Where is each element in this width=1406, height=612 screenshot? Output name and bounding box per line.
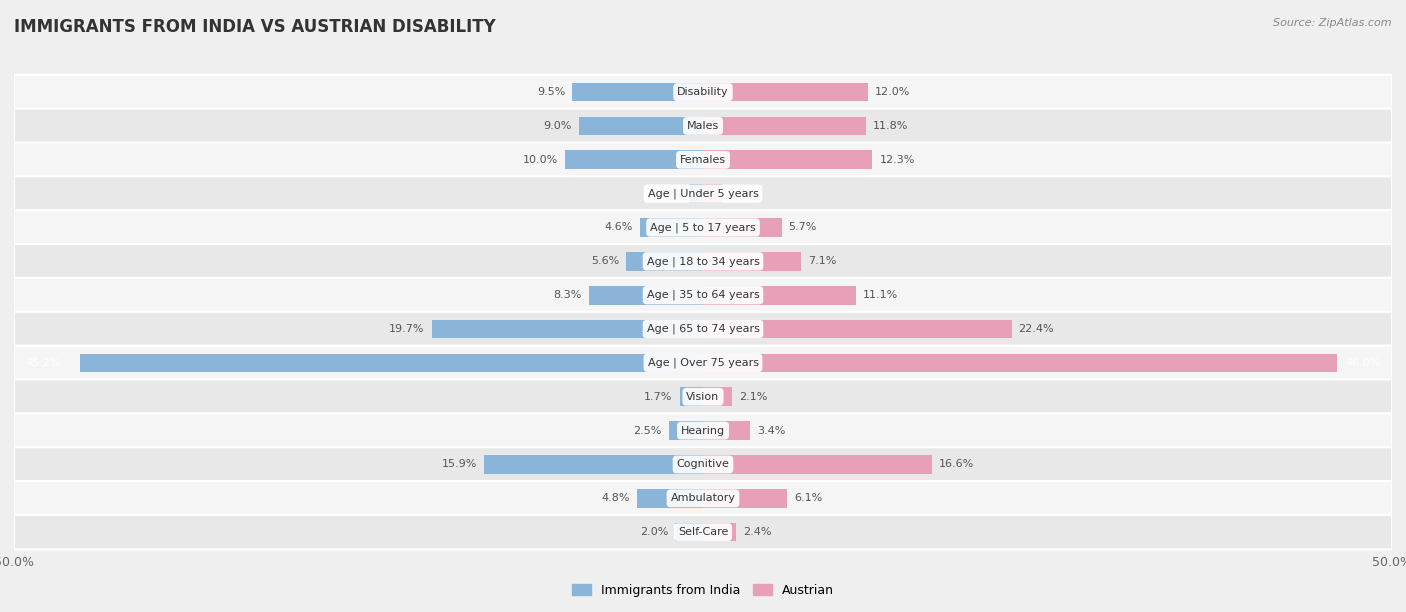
Bar xyxy=(703,489,787,507)
Text: 5.7%: 5.7% xyxy=(789,223,817,233)
Bar xyxy=(703,286,856,305)
Bar xyxy=(80,354,703,372)
Text: 2.0%: 2.0% xyxy=(640,527,669,537)
Text: 7.1%: 7.1% xyxy=(807,256,837,266)
Bar xyxy=(703,151,873,169)
FancyBboxPatch shape xyxy=(14,143,1392,177)
Text: 5.6%: 5.6% xyxy=(591,256,619,266)
Text: 9.0%: 9.0% xyxy=(544,121,572,131)
Text: 10.0%: 10.0% xyxy=(523,155,558,165)
Bar xyxy=(703,319,1012,338)
Text: 12.3%: 12.3% xyxy=(879,155,915,165)
Text: 6.1%: 6.1% xyxy=(794,493,823,503)
Bar xyxy=(484,455,703,474)
Text: 11.8%: 11.8% xyxy=(873,121,908,131)
Text: 16.6%: 16.6% xyxy=(939,460,974,469)
Bar xyxy=(679,387,703,406)
Text: 45.2%: 45.2% xyxy=(25,358,60,368)
FancyBboxPatch shape xyxy=(14,447,1392,482)
Bar xyxy=(589,286,703,305)
Text: 15.9%: 15.9% xyxy=(441,460,477,469)
Bar xyxy=(432,319,703,338)
Text: 1.0%: 1.0% xyxy=(654,188,682,199)
Bar xyxy=(703,218,782,237)
Text: Males: Males xyxy=(688,121,718,131)
FancyBboxPatch shape xyxy=(14,210,1392,245)
Text: Age | 35 to 64 years: Age | 35 to 64 years xyxy=(647,290,759,300)
Text: 3.4%: 3.4% xyxy=(756,425,785,436)
FancyBboxPatch shape xyxy=(14,413,1392,448)
Text: Ambulatory: Ambulatory xyxy=(671,493,735,503)
Bar xyxy=(640,218,703,237)
Text: Age | 65 to 74 years: Age | 65 to 74 years xyxy=(647,324,759,334)
Text: IMMIGRANTS FROM INDIA VS AUSTRIAN DISABILITY: IMMIGRANTS FROM INDIA VS AUSTRIAN DISABI… xyxy=(14,18,496,36)
Text: Age | Over 75 years: Age | Over 75 years xyxy=(648,357,758,368)
Text: 2.1%: 2.1% xyxy=(738,392,768,401)
Text: Age | 18 to 34 years: Age | 18 to 34 years xyxy=(647,256,759,267)
Text: 2.4%: 2.4% xyxy=(742,527,772,537)
Bar xyxy=(703,83,869,102)
Bar xyxy=(579,117,703,135)
Text: 8.3%: 8.3% xyxy=(554,290,582,300)
Bar xyxy=(703,354,1337,372)
Text: 1.7%: 1.7% xyxy=(644,392,672,401)
Text: 2.5%: 2.5% xyxy=(633,425,662,436)
Text: Disability: Disability xyxy=(678,87,728,97)
FancyBboxPatch shape xyxy=(14,278,1392,313)
Text: 11.1%: 11.1% xyxy=(863,290,898,300)
Text: Females: Females xyxy=(681,155,725,165)
Text: 12.0%: 12.0% xyxy=(875,87,911,97)
Bar xyxy=(703,387,733,406)
Bar xyxy=(703,252,801,271)
Text: Source: ZipAtlas.com: Source: ZipAtlas.com xyxy=(1274,18,1392,28)
Text: 9.5%: 9.5% xyxy=(537,87,565,97)
FancyBboxPatch shape xyxy=(14,176,1392,211)
Text: 46.0%: 46.0% xyxy=(1346,358,1381,368)
Text: Hearing: Hearing xyxy=(681,425,725,436)
Bar xyxy=(626,252,703,271)
Text: 1.4%: 1.4% xyxy=(730,188,758,199)
Text: 4.8%: 4.8% xyxy=(602,493,630,503)
Bar xyxy=(675,523,703,542)
FancyBboxPatch shape xyxy=(14,312,1392,346)
FancyBboxPatch shape xyxy=(14,75,1392,110)
Text: Vision: Vision xyxy=(686,392,720,401)
Text: 22.4%: 22.4% xyxy=(1018,324,1054,334)
Legend: Immigrants from India, Austrian: Immigrants from India, Austrian xyxy=(567,579,839,602)
Bar xyxy=(703,455,932,474)
FancyBboxPatch shape xyxy=(14,481,1392,515)
Bar xyxy=(703,117,866,135)
FancyBboxPatch shape xyxy=(14,515,1392,550)
Text: Age | 5 to 17 years: Age | 5 to 17 years xyxy=(650,222,756,233)
Bar xyxy=(572,83,703,102)
FancyBboxPatch shape xyxy=(14,346,1392,380)
Bar xyxy=(689,184,703,203)
FancyBboxPatch shape xyxy=(14,244,1392,278)
Bar xyxy=(565,151,703,169)
Bar xyxy=(637,489,703,507)
Bar xyxy=(703,523,737,542)
Bar xyxy=(703,184,723,203)
Text: Self-Care: Self-Care xyxy=(678,527,728,537)
FancyBboxPatch shape xyxy=(14,379,1392,414)
Bar xyxy=(703,421,749,440)
Text: Cognitive: Cognitive xyxy=(676,460,730,469)
FancyBboxPatch shape xyxy=(14,109,1392,143)
Text: 19.7%: 19.7% xyxy=(389,324,425,334)
Text: Age | Under 5 years: Age | Under 5 years xyxy=(648,188,758,199)
Text: 4.6%: 4.6% xyxy=(605,223,633,233)
Bar xyxy=(669,421,703,440)
